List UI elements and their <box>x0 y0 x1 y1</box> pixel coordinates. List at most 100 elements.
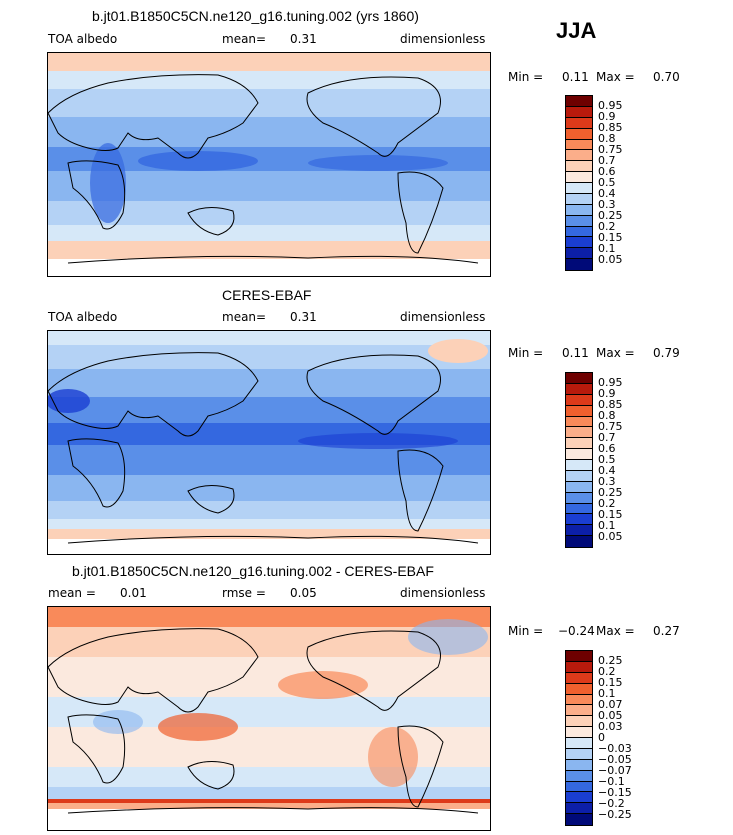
panel-3-africa-low <box>93 710 143 734</box>
panel-3-mean-label: mean = <box>48 586 96 600</box>
colorbar-tick-label: −0.1 <box>598 775 625 788</box>
colorbar-swatch <box>566 215 592 227</box>
colorbar-tick-label: 0.6 <box>598 165 616 178</box>
colorbar-tick-label: 0.2 <box>598 497 616 510</box>
panel-2-band-tropics-n <box>48 397 490 423</box>
panel-3-max-value: 0.27 <box>653 624 680 638</box>
panel-2-title: CERES-EBAF <box>222 287 312 303</box>
colorbar-swatch <box>566 117 592 129</box>
colorbar-tick-label: 0.25 <box>598 209 623 222</box>
colorbar-tick-label: −0.25 <box>598 808 632 821</box>
colorbar-swatch <box>566 128 592 140</box>
panel-1-max-label: Max = <box>596 70 635 84</box>
panel-1-variable-label: TOA albedo <box>48 32 118 46</box>
colorbar-swatch <box>566 661 592 673</box>
panel-2-band-south-polar <box>48 529 490 539</box>
colorbar-tick-label: 0.75 <box>598 143 623 156</box>
colorbar-tick-label: 0.15 <box>598 508 623 521</box>
colorbar-swatch <box>566 438 592 450</box>
colorbar-tick-label: 0.1 <box>598 519 616 532</box>
colorbar-tick-label: 0.05 <box>598 253 623 266</box>
panel-3-npac-high <box>278 671 368 699</box>
panel-2-coastlines <box>48 352 479 544</box>
colorbar-tick-label: 0.1 <box>598 687 616 700</box>
panel-2-band-south-mid <box>48 501 490 519</box>
colorbar-tick-label: 0.95 <box>598 376 623 389</box>
colorbar-swatch <box>566 727 592 738</box>
colorbar-swatch <box>566 373 592 384</box>
colorbar-swatch <box>566 383 592 395</box>
panel-3-max-label: Max = <box>596 624 635 638</box>
colorbar-swatch <box>566 770 592 782</box>
panel-1-band-south-mid <box>48 225 490 241</box>
colorbar-tick-label: 0.4 <box>598 187 616 200</box>
colorbar-tick-label: 0.03 <box>598 720 623 733</box>
colorbar-swatch <box>566 259 592 270</box>
colorbar-swatch <box>566 394 592 406</box>
colorbar-tick-label: 0.9 <box>598 387 616 400</box>
panel-1-title: b.jt01.B1850C5CN.ne120_g16.tuning.002 (y… <box>92 8 419 24</box>
panel-2-band-north-subtrop <box>48 369 490 397</box>
panel-2-mean-label: mean= <box>222 310 267 324</box>
colorbar-tick-label: 0.85 <box>598 121 623 134</box>
colorbar-tick-label: 0.2 <box>598 665 616 678</box>
panel-2-band-tropics-s <box>48 445 490 475</box>
panel-1-min-value: 0.11 <box>562 70 589 84</box>
panel-1-map-svg <box>48 53 490 276</box>
panel-3-rmse-value: 0.05 <box>290 586 317 600</box>
panel-1-band-north-mid <box>48 71 490 89</box>
colorbar-tick-label: −0.03 <box>598 742 632 755</box>
colorbar-swatch <box>566 449 592 460</box>
colorbar-swatch <box>566 481 592 493</box>
colorbar-tick-label: 0.05 <box>598 530 623 543</box>
colorbar-swatch <box>566 781 592 793</box>
colorbar-tick-label: 0.9 <box>598 110 616 123</box>
panel-3-map-svg <box>48 607 490 830</box>
panel-3-rmse-label: rmse = <box>222 586 266 600</box>
panel-3-band-south-high <box>48 787 490 799</box>
colorbar-swatch <box>566 814 592 825</box>
panel-3-map <box>47 606 491 831</box>
panel-1-mean-label: mean= <box>222 32 267 46</box>
colorbar-tick-label: −0.05 <box>598 753 632 766</box>
colorbar-swatch <box>566 803 592 815</box>
colorbar-tick-label: 0.25 <box>598 654 623 667</box>
panel-2-map <box>47 330 491 555</box>
panel-1-africa-low <box>90 143 126 223</box>
colorbar-tick-label: 0.4 <box>598 464 616 477</box>
panel-3-band-north-subtrop <box>48 657 490 697</box>
colorbar-tick-label: −0.2 <box>598 797 625 810</box>
panel-1-band-antarctic <box>48 259 490 276</box>
panel-2-units: dimensionless <box>400 310 486 324</box>
colorbar-tick-label: 0.5 <box>598 176 616 189</box>
panel-3-band-ice-edge-2 <box>48 803 490 809</box>
colorbar-swatch <box>566 139 592 151</box>
panel-1-min-label: Min = <box>508 70 544 84</box>
colorbar-tick-label: 0.95 <box>598 99 623 112</box>
panel-2-min-value: 0.11 <box>562 346 589 360</box>
panel-2-colorbar <box>565 372 593 548</box>
colorbar-swatch <box>566 248 592 260</box>
colorbar-swatch <box>566 183 592 194</box>
panel-1-mean-value: 0.31 <box>290 32 317 46</box>
colorbar-swatch <box>566 150 592 162</box>
colorbar-swatch <box>566 226 592 238</box>
panel-1-pacific-itcz <box>308 155 448 171</box>
panel-3-coastlines <box>48 628 479 814</box>
panel-2-band-south-high <box>48 519 490 529</box>
panel-2-band-north-mid <box>48 345 490 369</box>
colorbar-tick-label: 0.7 <box>598 154 616 167</box>
panel-2-band-antarctic <box>48 539 490 554</box>
panel-3-sepac-high <box>368 727 418 787</box>
panel-3-band-south-mid <box>48 767 490 787</box>
panel-2-pacific-low <box>298 433 458 449</box>
colorbar-swatch <box>566 106 592 118</box>
colorbar-swatch <box>566 651 592 662</box>
colorbar-swatch <box>566 672 592 684</box>
colorbar-swatch <box>566 738 592 749</box>
colorbar-swatch <box>566 694 592 706</box>
colorbar-swatch <box>566 416 592 428</box>
colorbar-swatch <box>566 405 592 417</box>
colorbar-swatch <box>566 536 592 547</box>
panel-3-canada-low <box>408 619 488 655</box>
